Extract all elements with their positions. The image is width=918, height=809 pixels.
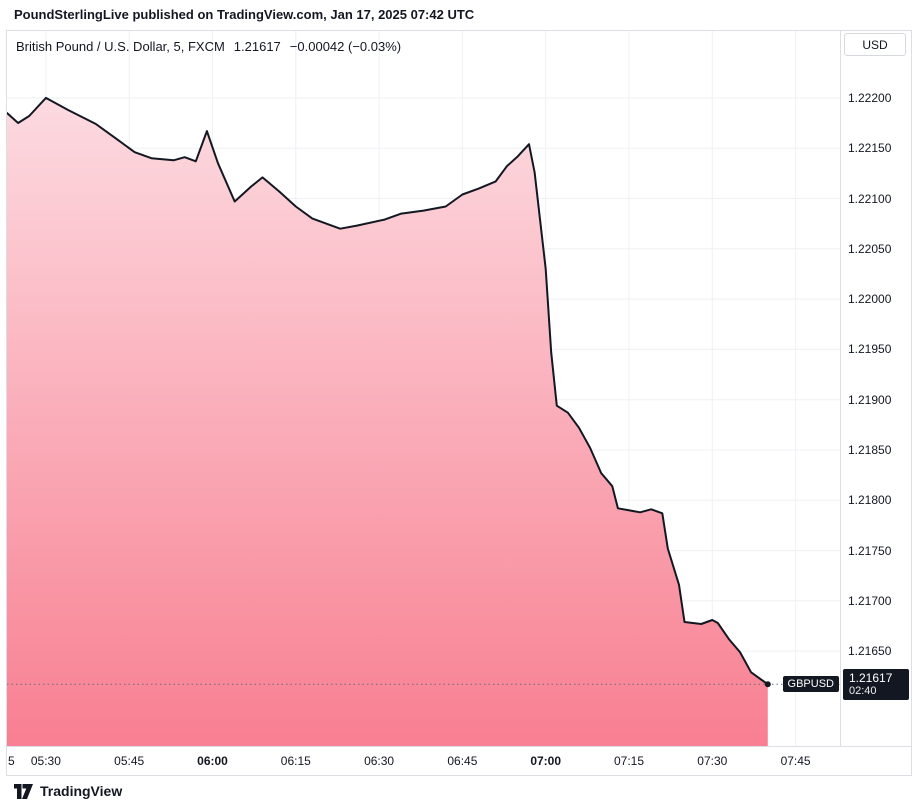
currency-button[interactable]: USD — [844, 33, 906, 56]
chart-plot-area[interactable]: British Pound / U.S. Dollar, 5, FXCM 1.2… — [7, 31, 840, 746]
time-axis-label: 07:30 — [697, 754, 728, 768]
price-axis-label: 1.21700 — [848, 593, 892, 608]
price-scale[interactable]: USD 1.21617 02:40 1.22200 1.22150 1.22100 1… — [840, 31, 911, 746]
time-scale[interactable]: 5 05:30 05:45 06:00 06:15 06:30 06:45 07:00 07:1… — [7, 746, 911, 775]
publisher-attribution: PoundSterlingLive published on TradingVi… — [14, 7, 475, 22]
price-axis-label: 1.22000 — [848, 292, 892, 307]
price-line — [7, 96, 769, 686]
price-chart-canvas[interactable] — [7, 31, 840, 746]
time-axis-label: 05:45 — [114, 754, 145, 768]
tradingview-footer-link[interactable]: TradingView — [14, 783, 122, 799]
current-price-value: 1.21617 — [849, 671, 893, 685]
price-axis-label: 1.21800 — [848, 493, 892, 508]
current-symbol-tag: GBPUSD — [782, 676, 839, 692]
time-axis-label: 05:30 — [30, 754, 61, 768]
price-axis-label: 1.22150 — [848, 141, 892, 156]
price-axis-label: 1.21950 — [848, 342, 892, 357]
line-end-dot — [764, 681, 771, 688]
time-axis-label: 06:30 — [364, 754, 395, 768]
price-axis-label: 1.22100 — [848, 191, 892, 206]
time-axis-label: 07:00 — [530, 754, 562, 768]
symbol-legend: British Pound / U.S. Dollar, 5, FXCM 1.2… — [16, 39, 401, 54]
time-axis-label: 5 — [8, 754, 15, 768]
time-axis-label: 07:15 — [613, 754, 645, 768]
price-axis-label: 1.22050 — [848, 241, 892, 256]
price-axis-label: 1.21850 — [848, 443, 892, 457]
chart-main-row: British Pound / U.S. Dollar, 5, FXCM 1.2… — [7, 31, 911, 746]
time-axis-label: 06:00 — [197, 754, 228, 768]
time-axis-label: 06:45 — [447, 754, 478, 768]
currency-button-label: USD — [862, 37, 888, 52]
tradingview-logo-icon — [14, 783, 33, 799]
price-axis-label: 1.21750 — [848, 543, 892, 558]
area-fill — [7, 97, 768, 746]
time-axis-label: 06:15 — [280, 754, 311, 768]
chart-frame: British Pound / U.S. Dollar, 5, FXCM 1.2… — [6, 30, 912, 776]
tradingview-footer-label: TradingView — [40, 783, 123, 799]
price-axis-label: 1.21900 — [848, 392, 892, 407]
current-price-badge: 1.21617 02:40 — [843, 669, 909, 700]
symbol-last-price: 1.21617 — [233, 39, 281, 54]
symbol-title[interactable]: British Pound / U.S. Dollar, 5, FXCM — [16, 39, 225, 54]
price-axis-label: 1.22200 — [848, 90, 892, 105]
bar-countdown: 02:40 — [849, 685, 877, 697]
symbol-change: −0.00042 (−0.03%) — [289, 39, 402, 54]
price-axis-label: 1.21650 — [848, 644, 892, 659]
time-axis-label: 07:45 — [780, 754, 811, 768]
